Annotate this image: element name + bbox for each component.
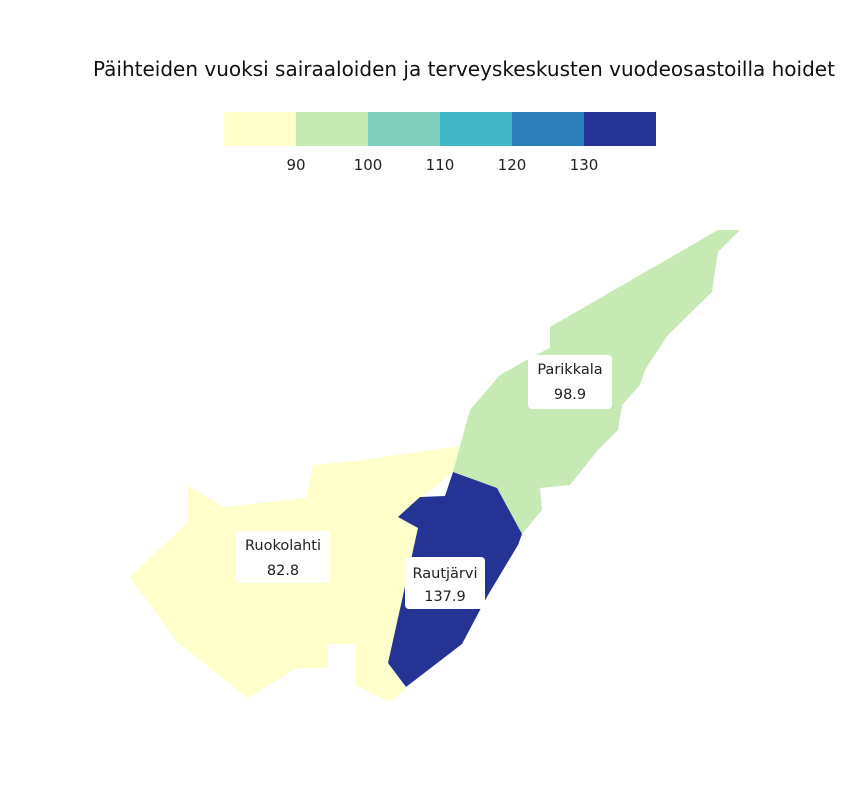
legend-swatch xyxy=(512,112,584,146)
legend-tick-label: 120 xyxy=(498,156,527,174)
legend-tick-label: 130 xyxy=(570,156,599,174)
label-value-parikkala: 98.9 xyxy=(554,387,586,403)
label-value-ruokolahti: 82.8 xyxy=(267,563,299,579)
label-name-parikkala: Parikkala xyxy=(537,362,602,378)
legend-tick-label: 100 xyxy=(354,156,383,174)
map-title: Päihteiden vuoksi sairaaloiden ja tervey… xyxy=(93,57,835,81)
legend-swatch xyxy=(224,112,296,146)
legend-swatch xyxy=(584,112,656,146)
label-rautjarvi: Rautjärvi 137.9 xyxy=(405,557,485,609)
color-legend: 90 100 110 120 130 xyxy=(224,112,656,174)
map-regions xyxy=(130,230,740,702)
label-name-rautjarvi: Rautjärvi xyxy=(412,566,477,582)
label-parikkala: Parikkala 98.9 xyxy=(528,355,612,409)
label-name-ruokolahti: Ruokolahti xyxy=(245,538,321,554)
region-labels: Parikkala 98.9 Ruokolahti 82.8 Rautjärvi… xyxy=(236,355,612,609)
label-box-rautjarvi xyxy=(405,557,485,609)
legend-swatch xyxy=(368,112,440,146)
legend-tick-label: 110 xyxy=(426,156,455,174)
label-value-rautjarvi: 137.9 xyxy=(424,589,466,605)
label-ruokolahti: Ruokolahti 82.8 xyxy=(236,531,330,583)
legend-swatch xyxy=(440,112,512,146)
legend-tick-label: 90 xyxy=(286,156,305,174)
legend-swatch xyxy=(296,112,368,146)
label-box-ruokolahti xyxy=(236,531,330,583)
label-box-parikkala xyxy=(528,355,612,409)
